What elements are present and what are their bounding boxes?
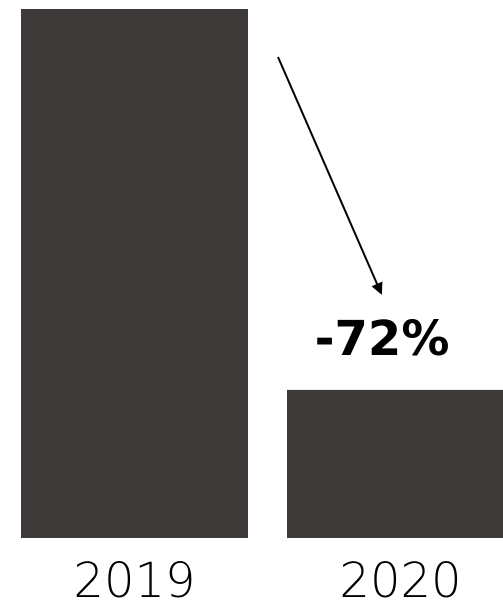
x-tick-label-2019: 2019 xyxy=(73,553,195,600)
bar-2020 xyxy=(287,389,503,538)
decrease-arrow xyxy=(277,56,383,295)
x-tick-labels: 2019 2020 xyxy=(73,553,461,600)
percent-change-label: -72% xyxy=(315,311,450,367)
x-tick-label-2020: 2020 xyxy=(339,553,461,600)
bars-group xyxy=(21,9,503,538)
bar-2019 xyxy=(21,9,248,538)
